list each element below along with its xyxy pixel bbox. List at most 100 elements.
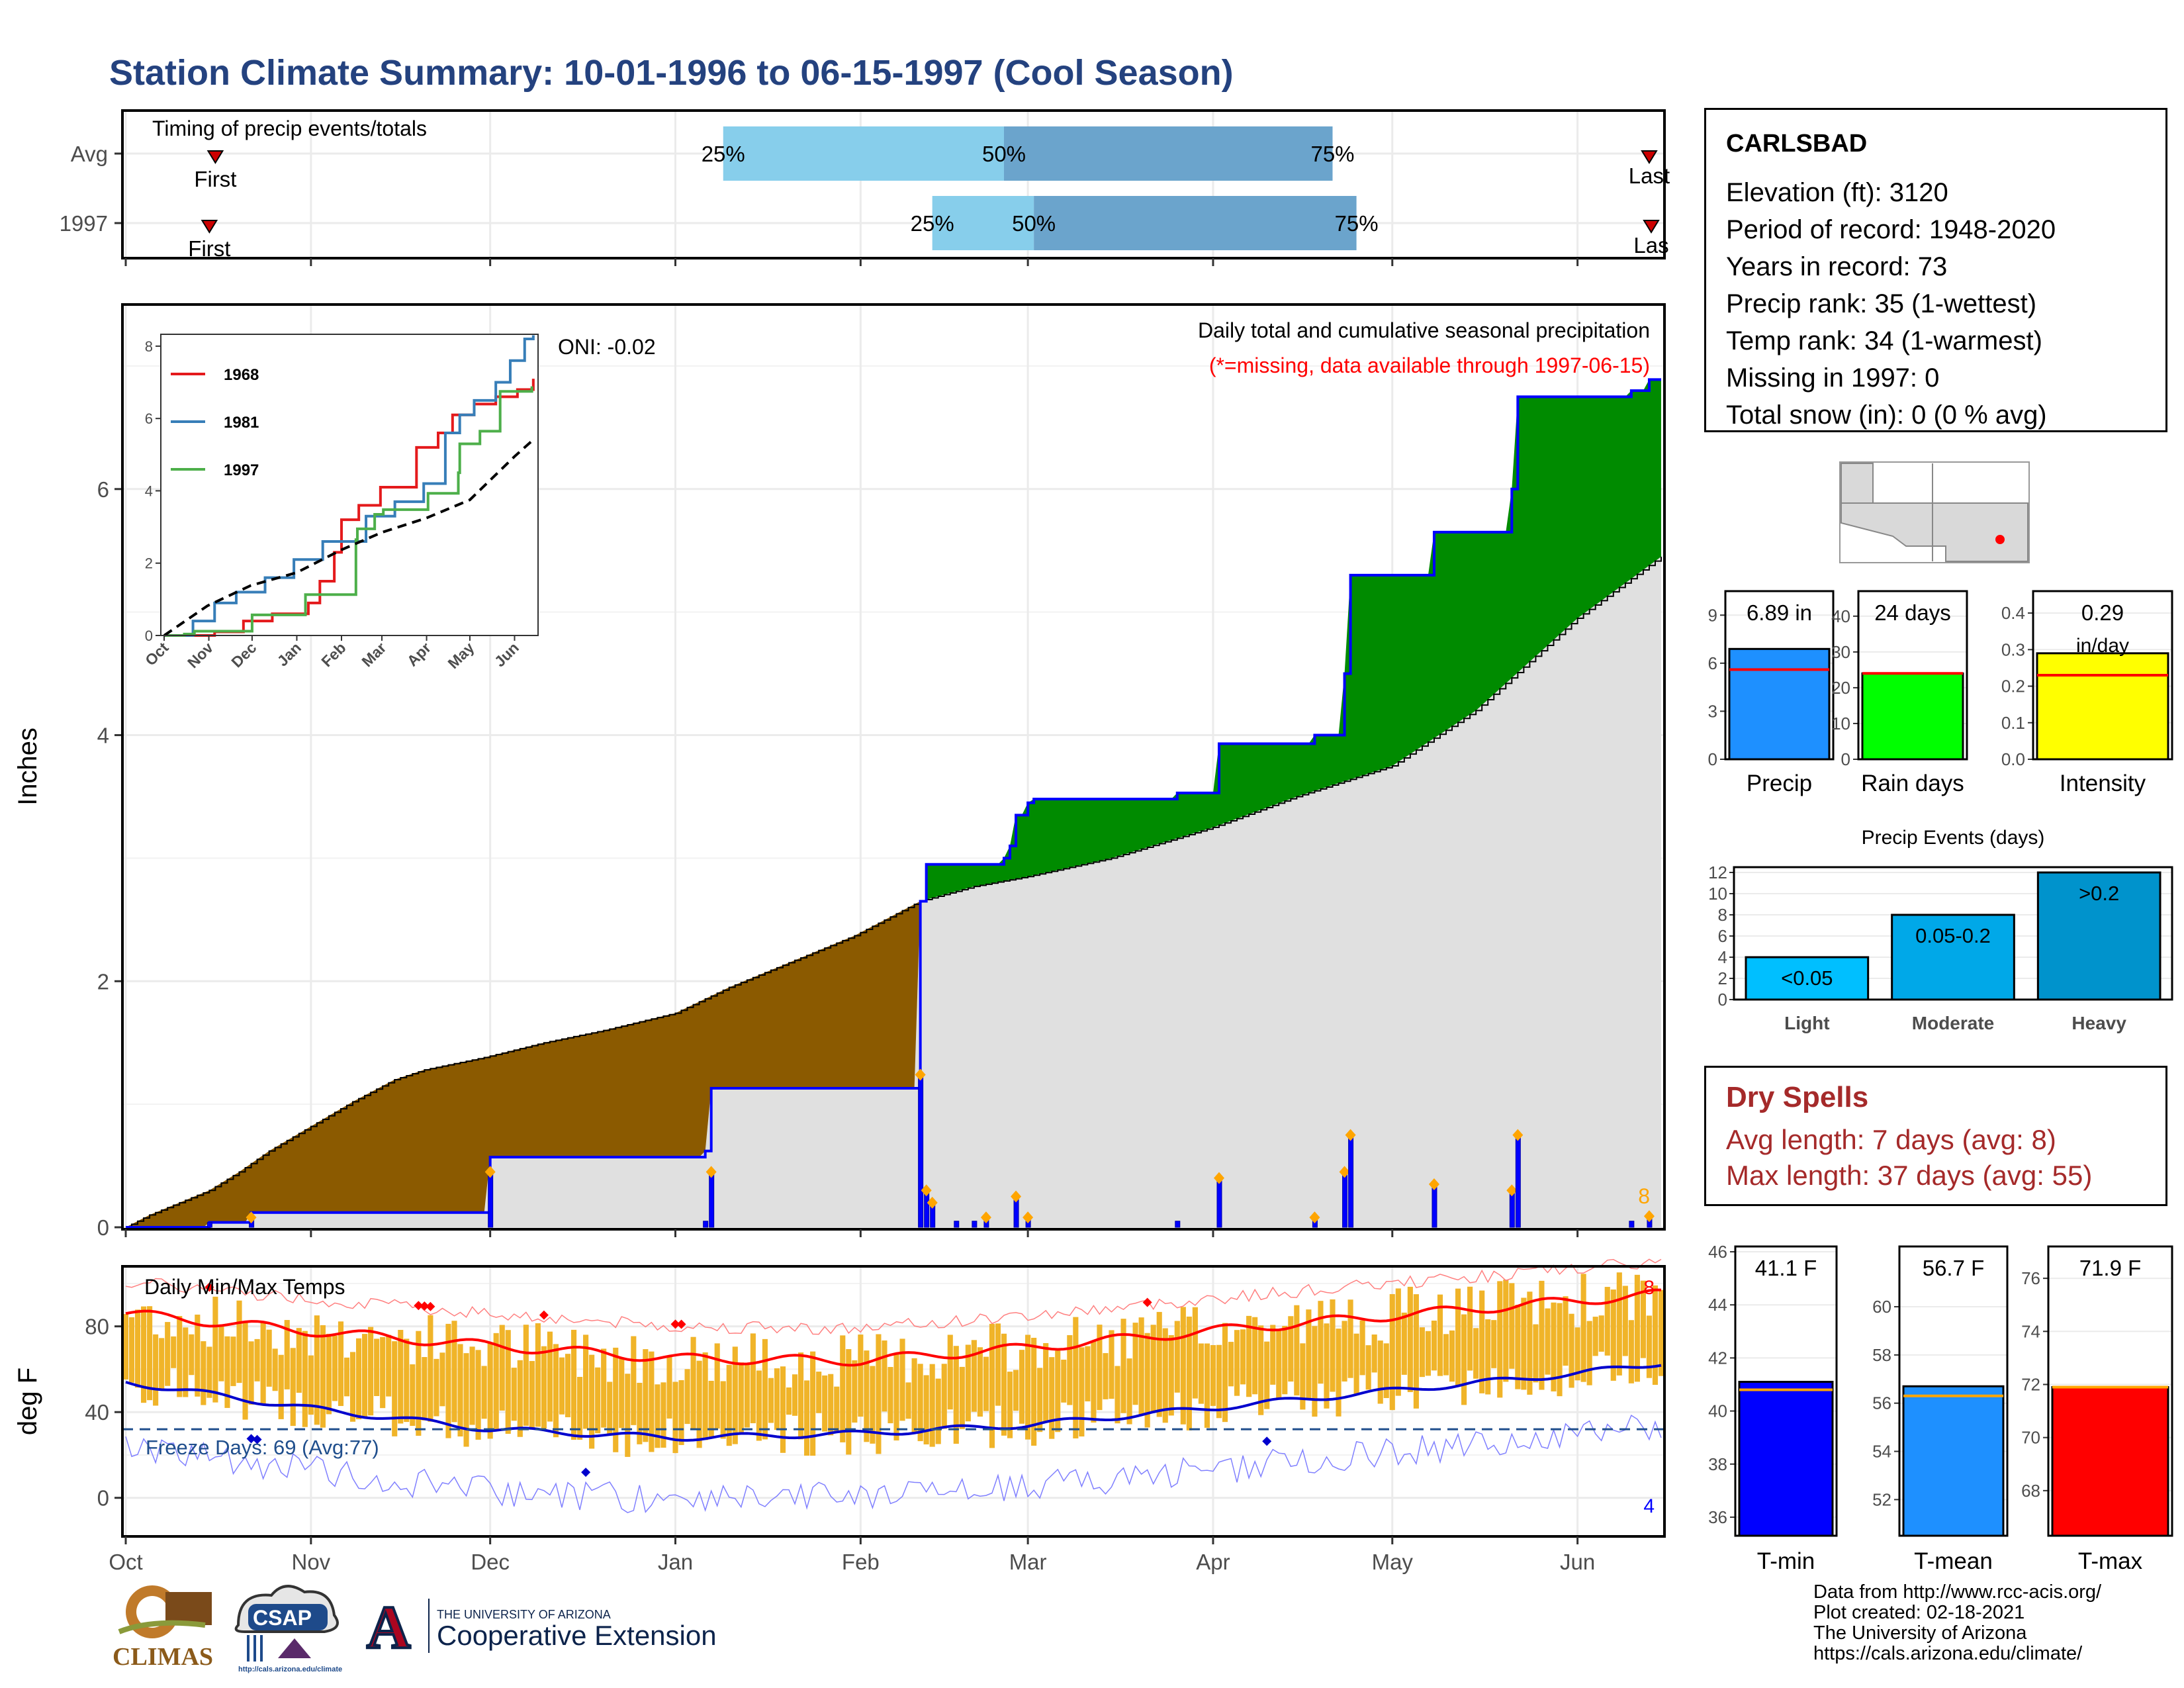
station-temp-rank: Temp rank: 34 (1-warmest) (1726, 326, 2042, 355)
precip-event-marker (1023, 1211, 1034, 1224)
temp-daily-bar (1216, 1344, 1222, 1419)
events-category-label: Moderate (1912, 1013, 1994, 1033)
temp-daily-bar (541, 1346, 547, 1429)
temp-daily-bar (553, 1344, 559, 1438)
summary-frame (1724, 590, 1835, 761)
dry-spells-box: Dry Spells Avg length: 7 days (avg: 8) M… (1704, 1066, 2167, 1206)
record-low-marker (1262, 1436, 1272, 1446)
temp-daily-bar (1126, 1358, 1132, 1425)
summary-value-bar (1861, 672, 1964, 761)
temp-daily-bar (338, 1321, 344, 1406)
temp-daily-bar (1365, 1345, 1371, 1390)
temp-daily-bar (1652, 1285, 1659, 1385)
temp-daily-bar (1037, 1368, 1043, 1432)
temp-daily-bar (1491, 1320, 1497, 1368)
precip-count-label: 8 (1638, 1184, 1650, 1208)
temp-daily-bar (457, 1344, 463, 1437)
temp-daily-bar (792, 1374, 798, 1416)
summary-category-label: T-mean (1914, 1548, 1993, 1574)
temp-daily-bar (1646, 1315, 1653, 1378)
temp-daily-bar (1264, 1341, 1270, 1409)
timing-label-75: 75% (1335, 211, 1379, 236)
events-ytick-label: 2 (1718, 968, 1727, 988)
temp-daily-bar (1294, 1305, 1300, 1396)
temp-daily-bar (804, 1380, 810, 1456)
temp-daily-bar (583, 1335, 589, 1429)
ua-logo-letter: A (367, 1593, 410, 1661)
temp-daily-bar (128, 1317, 135, 1383)
timing-title: Timing of precip events/totals (152, 117, 427, 140)
summary-value-label: 6.89 in (1747, 600, 1812, 625)
temp-daily-bar (1539, 1280, 1545, 1390)
summary-ytick-label: 30 (1831, 642, 1850, 662)
precip-ytick-label: 4 (97, 724, 109, 748)
inset-average-line (163, 437, 536, 637)
temp-daily-bar (1001, 1333, 1007, 1436)
inset-ytick-label: 8 (145, 338, 153, 355)
temp-daily-bar (666, 1356, 672, 1419)
temp-daily-bar (308, 1355, 314, 1415)
temp-daily-bar (714, 1343, 720, 1429)
temp-daily-bar (637, 1382, 643, 1444)
precip-daily-bar (1342, 1171, 1348, 1228)
events-title: Precip Events (days) (1862, 827, 2045, 849)
temp-daily-bar (678, 1380, 684, 1445)
temp-daily-bar (445, 1323, 451, 1438)
summary-value-bar (1728, 647, 1831, 761)
summary-ytick-label: 3 (1708, 701, 1717, 721)
temp-daily-bar (726, 1364, 732, 1446)
temp-daily-bar (690, 1336, 696, 1430)
temp-daily-bar (684, 1369, 690, 1425)
temps-ytick-label: 80 (85, 1315, 109, 1339)
precip-event-marker (1512, 1129, 1524, 1141)
temps-title: Daily Min/Max Temps (144, 1275, 345, 1299)
inset-legend-label: 1968 (224, 366, 259, 384)
temp-daily-bar (887, 1367, 893, 1424)
temp-daily-bar (905, 1382, 911, 1419)
precip-daily-bar (703, 1221, 709, 1228)
temp-daily-bar (702, 1352, 708, 1440)
events-bar (1745, 956, 1870, 1001)
inset-ytick-label: 0 (145, 628, 153, 644)
temp-daily-bar (1306, 1309, 1312, 1399)
temp-daily-bar (810, 1351, 816, 1456)
timing-bar-25-50 (723, 126, 1005, 181)
temp-daily-bar (272, 1348, 278, 1391)
temp-daily-bar (1138, 1317, 1144, 1415)
temp-daily-bar (218, 1326, 224, 1382)
inset-series-line (164, 386, 533, 637)
station-period: Period of record: 1948-2020 (1726, 215, 2056, 244)
summary-ytick-label: 76 (2021, 1268, 2040, 1288)
timing-panel: 25% 50% 75% First Last Avg 25% 50% 75% First Las 19… (60, 109, 1670, 266)
temps-xtick-label: Mar (1009, 1550, 1047, 1574)
summary-ytick-label: 0.0 (2001, 749, 2025, 769)
events-ytick-label: 8 (1718, 905, 1727, 925)
summary-ytick-label: 42 (1708, 1348, 1727, 1368)
temp-daily-bar (523, 1325, 529, 1426)
temp-daily-bar (565, 1354, 571, 1417)
temp-daily-bar (1085, 1346, 1091, 1402)
page-title: Station Climate Summary: 10-01-1996 to 0… (109, 53, 1234, 93)
temp-daily-bar (899, 1338, 905, 1421)
temp-daily-bar (248, 1341, 254, 1405)
temp-daily-bar (1240, 1329, 1246, 1385)
temp-daily-bar (362, 1334, 368, 1419)
temp-daily-bar (1186, 1316, 1192, 1430)
temp-daily-bar (786, 1387, 792, 1415)
timing-label-25: 25% (911, 211, 954, 236)
temp-daily-bar (1574, 1327, 1580, 1381)
precip-daily-bar (972, 1221, 978, 1228)
temp-daily-bar (762, 1338, 768, 1440)
temp-daily-bar (1222, 1323, 1228, 1423)
temp-daily-bar (559, 1357, 565, 1415)
credit-university: The University of Arizona (1813, 1622, 2027, 1644)
temp-daily-bar (475, 1350, 481, 1440)
temp-daily-bar (1521, 1297, 1527, 1390)
temp-daily-bar (649, 1351, 655, 1452)
temp-daily-bar (738, 1362, 744, 1434)
temp-daily-bar (816, 1372, 822, 1413)
temp-daily-bar (1246, 1315, 1252, 1397)
temp-daily-bar (1419, 1327, 1425, 1378)
temp-daily-bar (1604, 1287, 1610, 1356)
temp-daily-bar (1282, 1326, 1288, 1395)
